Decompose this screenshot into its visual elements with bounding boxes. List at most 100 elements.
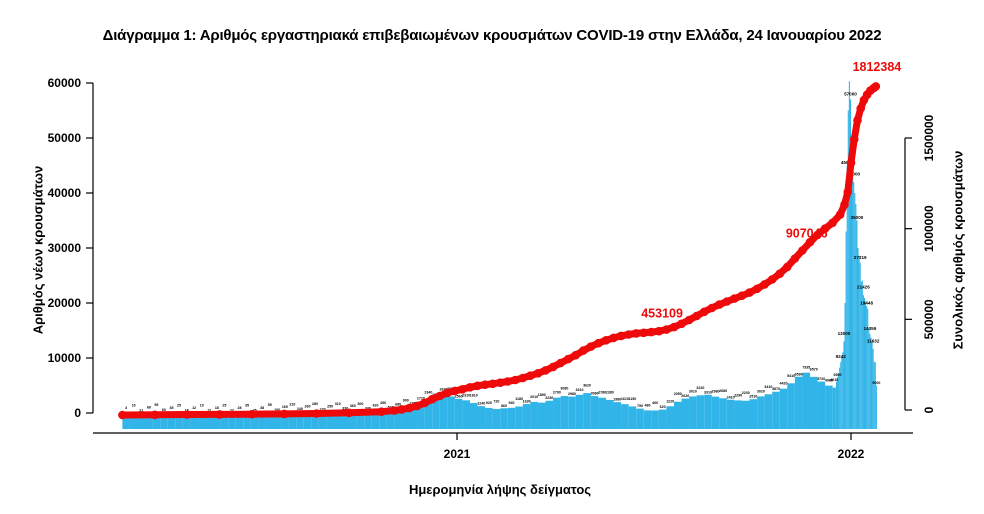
annotation-453109: 453109 <box>641 307 683 321</box>
bar <box>575 394 584 429</box>
cumulative-point <box>215 410 224 419</box>
bar-value-label: 6590 <box>795 372 803 376</box>
cumulative-point <box>420 398 429 408</box>
cumulative-point <box>405 403 414 413</box>
bar <box>636 408 644 429</box>
bar-value-label: 5720 <box>817 377 825 381</box>
cumulative-point <box>503 377 512 386</box>
cumulative-point <box>443 388 452 398</box>
bar <box>311 411 319 429</box>
bar <box>711 396 720 429</box>
bar <box>167 412 176 429</box>
bar-value-label: 10 <box>200 403 204 407</box>
x-axis-title: Ημερομηνία λήψης δείγματος <box>408 482 592 497</box>
bar <box>802 372 810 429</box>
bar <box>371 410 380 429</box>
bar <box>840 362 842 429</box>
cumulative-point <box>767 275 777 284</box>
bar <box>243 412 251 429</box>
bar <box>825 385 833 429</box>
cumulative-point <box>377 407 386 417</box>
bar-value-label: 240 <box>297 407 303 411</box>
bar <box>175 412 183 429</box>
bars-series-daily-cases <box>122 81 877 430</box>
y-left-tick-label: 30000 <box>48 241 82 255</box>
bar <box>848 81 850 429</box>
cumulative-point <box>813 230 822 240</box>
bar <box>462 400 470 429</box>
bar-value-label: 2290 <box>734 393 742 397</box>
bar <box>861 280 863 429</box>
bar-value-label: 2680 <box>719 389 727 393</box>
bar <box>160 412 168 429</box>
cumulative-point <box>473 381 482 391</box>
bar <box>507 407 516 429</box>
cumulative-point <box>182 410 192 419</box>
bar-value-label: 720 <box>493 400 499 404</box>
bar <box>872 349 874 429</box>
cumulative-point <box>601 336 611 345</box>
bar <box>681 398 690 429</box>
bar-value-label: 3 <box>125 406 127 410</box>
bar <box>530 401 538 429</box>
bar-value-label: 3620 <box>583 384 591 388</box>
bar <box>318 411 327 429</box>
bar-value-label: 3870 <box>772 387 780 391</box>
bar <box>265 412 274 429</box>
bar-value-label: 4610 <box>830 378 838 382</box>
bar-value-label: 1890 <box>538 393 546 397</box>
bar-value-label: 1980 <box>613 398 621 402</box>
cumulative-point <box>775 269 785 279</box>
bar <box>213 412 221 429</box>
cumulative-point <box>624 330 633 339</box>
bar-value-label: 6570 <box>810 367 818 371</box>
bar-value-label: 250 <box>327 405 333 409</box>
bar <box>835 381 837 429</box>
cumulative-point <box>247 409 257 419</box>
bar-value-label: 420 <box>373 404 379 408</box>
cumulative-point <box>579 346 588 355</box>
y-axis-right-title: Συνολικός αριθμός κρουσμάτων <box>950 150 966 350</box>
bar <box>869 334 871 429</box>
y-axis-left-title: Αριθμός νέων κρουσμάτων <box>30 165 46 335</box>
cumulative-point <box>435 391 445 401</box>
bar <box>409 406 418 430</box>
cumulative-point <box>488 379 497 389</box>
cumulative-point <box>662 325 671 334</box>
bar <box>492 409 501 429</box>
bar <box>832 387 836 429</box>
bar-value-label: 2310 <box>462 393 470 397</box>
bar-value-label: 27319 <box>854 255 867 260</box>
cumulative-point <box>843 187 853 197</box>
cumulative-point <box>849 135 859 144</box>
bar-value-label: 310 <box>335 402 341 406</box>
cumulative-point <box>790 254 800 263</box>
x-tick-label: 2021 <box>444 447 471 461</box>
bar <box>866 306 868 429</box>
bar <box>696 395 705 429</box>
cumulative-point <box>846 158 856 168</box>
bar-value-label: 3080 <box>560 387 568 391</box>
cumulative-point <box>639 328 648 338</box>
bar <box>847 110 849 429</box>
bar <box>537 402 546 429</box>
bar <box>583 393 591 429</box>
y-axis-right: 0 500000 1000000 1500000 <box>904 114 936 413</box>
bar-value-label: 5000 <box>872 381 880 385</box>
bar <box>853 182 855 429</box>
bar-value-label: 6500 <box>834 373 842 377</box>
bar-value-label: 21 <box>139 408 143 412</box>
bar-value-label: 2410 <box>727 395 735 399</box>
annotation-907046: 907046 <box>786 227 828 241</box>
bar-value-label: 25 <box>177 403 181 407</box>
milestone-annotations: 453109 907046 1812384 <box>641 60 901 321</box>
cumulative-point <box>280 409 289 419</box>
cumulative-point <box>563 354 573 364</box>
bar <box>401 408 410 429</box>
bar <box>590 396 599 429</box>
bar <box>873 361 875 429</box>
cumulative-point <box>840 200 849 209</box>
cumulative-point <box>526 371 535 381</box>
bar-value-label: 3010 <box>689 389 697 393</box>
